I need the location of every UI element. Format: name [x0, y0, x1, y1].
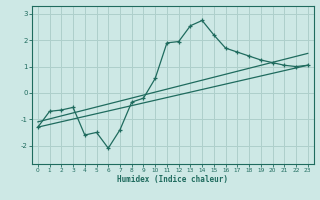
X-axis label: Humidex (Indice chaleur): Humidex (Indice chaleur) — [117, 175, 228, 184]
